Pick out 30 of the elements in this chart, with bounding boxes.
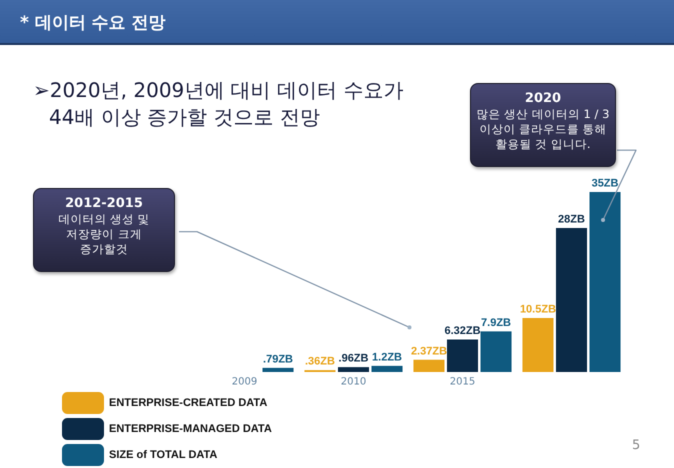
bar xyxy=(480,331,512,372)
data-label: 7.9ZB xyxy=(481,316,512,329)
x-tick-label: 2015 xyxy=(450,376,476,388)
data-label: 2.37ZB xyxy=(410,345,448,358)
data-label: 10.5ZB xyxy=(520,304,556,316)
text: 5 xyxy=(632,438,640,453)
data-label: 35ZB xyxy=(592,178,619,190)
bar xyxy=(556,228,588,372)
callout-box: 2012-2015 데이터의 생성 및 저장량이 크게 증가할것 xyxy=(33,188,175,272)
bar xyxy=(522,318,554,372)
bar xyxy=(590,192,621,372)
x-tick-label: 2009 xyxy=(232,376,258,388)
data-label: .79ZB xyxy=(263,353,294,366)
chart-subtitle: ➢2020년, 2009년에 대비 데이터 수요가 44배 이상 증가할 것으로 전망 xyxy=(33,77,404,131)
bar xyxy=(372,366,403,372)
chart-title: * 데이터 수요 전망 xyxy=(20,12,166,34)
legend-label: ENTERPRISE-MANAGED DATA xyxy=(109,423,272,435)
legend-label: ENTERPRISE-CREATED DATA xyxy=(109,397,268,409)
bar xyxy=(338,367,370,372)
x-tick-label: 2010 xyxy=(340,376,366,388)
data-label: 6.32ZB xyxy=(444,324,481,337)
bar xyxy=(262,368,294,372)
bar xyxy=(413,360,444,372)
bar xyxy=(446,339,478,372)
data-label: 1.2ZB xyxy=(372,351,402,364)
legend-label: SIZE of TOTAL DATA xyxy=(109,449,218,461)
data-label: .96ZB xyxy=(338,352,369,365)
data-label: 28ZB xyxy=(558,214,585,226)
data-label: .36ZB xyxy=(304,356,335,368)
callout-box: 2020 많은 생산 데이터의 1 / 3 이상이 클라우드를 통해 활용될 것 입니다. xyxy=(470,83,616,167)
